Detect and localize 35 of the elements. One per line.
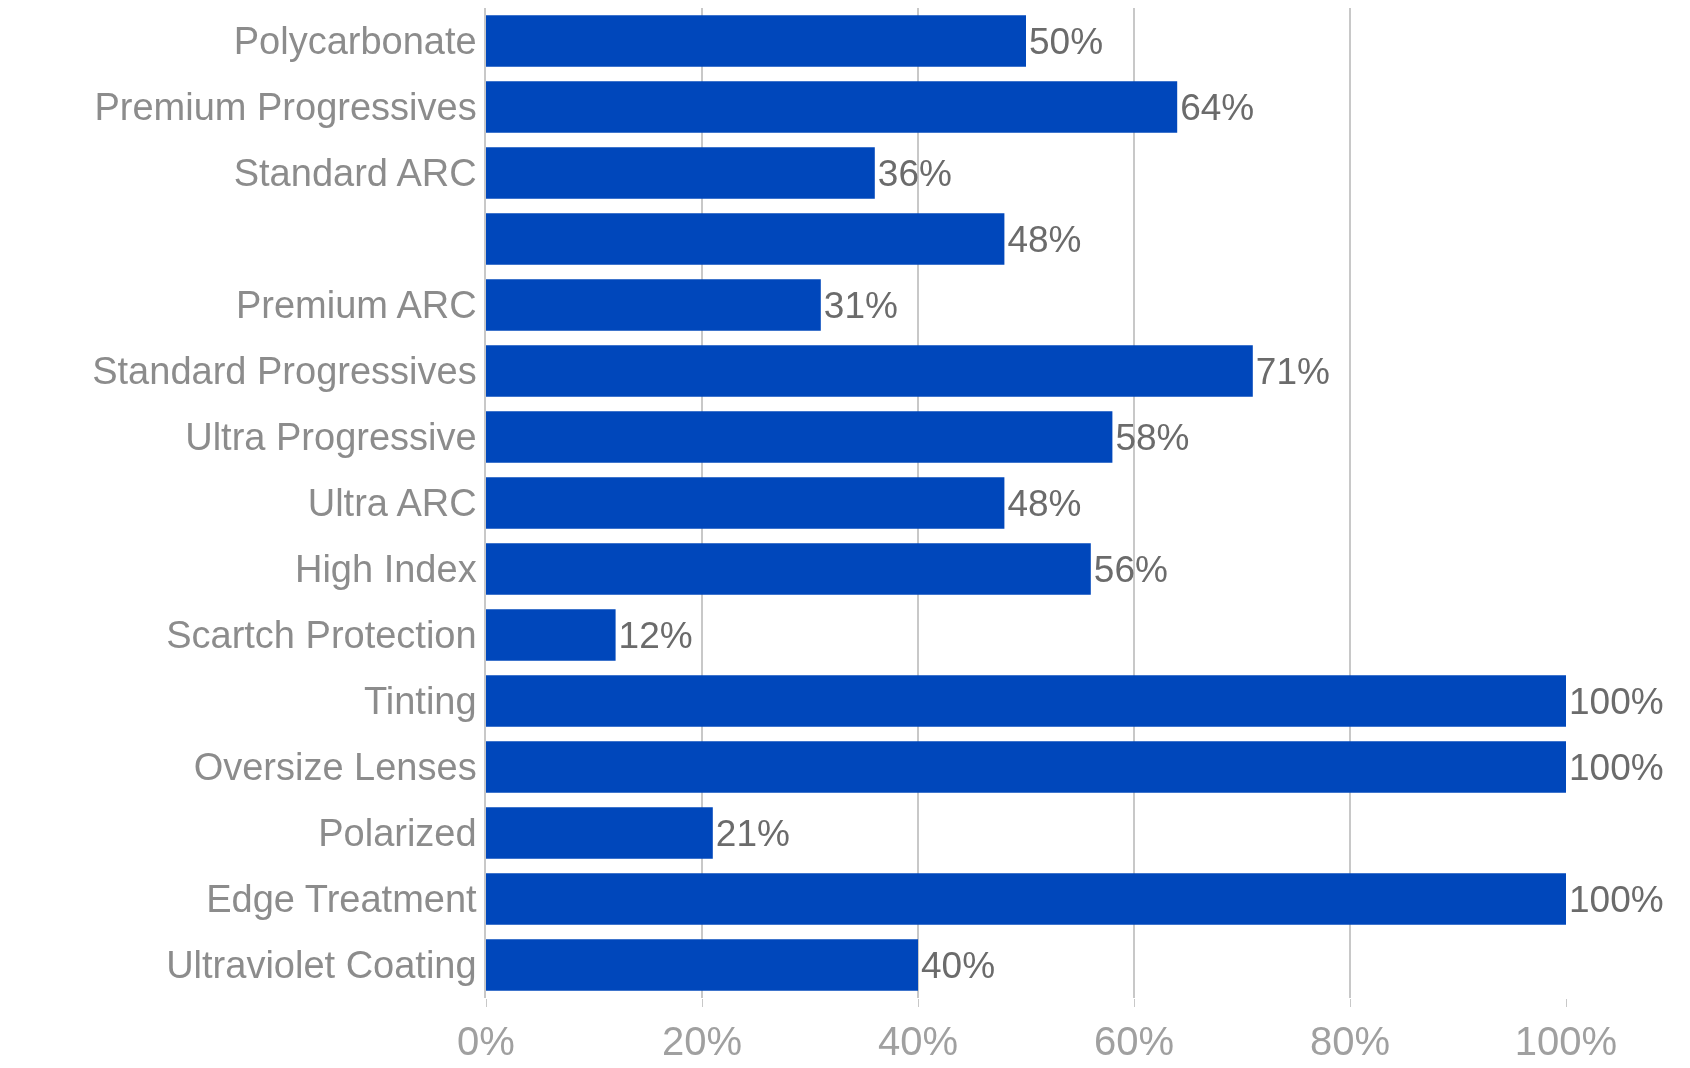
data-label: 58% [1115,416,1190,458]
data-label: 40% [921,944,996,986]
y-tick-label: Ultraviolet Coating [166,944,477,987]
data-label: 100% [1569,878,1664,920]
data-label: 56% [1093,548,1168,590]
data-label: 71% [1255,350,1330,392]
data-label: 21% [715,812,790,854]
x-tick-label: 80% [1309,1019,1391,1063]
y-tick-label: Oversize Lenses [193,746,477,789]
y-tick-label: Ultra Progressive [185,416,477,459]
data-label: 36% [877,152,952,194]
y-tick-label: Edge Treatment [206,878,478,921]
x-tick-label: 0% [457,1019,515,1063]
y-tick-label: Scartch Protection [166,614,477,657]
y-tick-label: Standard ARC [233,152,477,195]
y-tick-label: Tinting [363,680,477,723]
data-label: 64% [1180,86,1255,128]
y-tick-label: Polycarbonate [233,20,477,63]
data-label: 31% [823,284,898,326]
x-tick-label: 20% [661,1019,743,1063]
y-tick-label: Ultra ARC [307,482,477,525]
y-tick-label: Premium Progressives [94,86,477,129]
x-tick-label: 40% [877,1019,959,1063]
data-label: 48% [1007,218,1082,260]
y-tick-label: Premium ARC [235,284,477,327]
data-label: 12% [618,614,693,656]
y-tick-label: High Index [294,548,477,591]
y-tick-label: Polarized [318,812,477,855]
data-label: 48% [1007,482,1082,524]
x-tick-label: 100% [1514,1019,1618,1063]
data-label: 50% [1029,20,1104,62]
data-label: 100% [1569,746,1664,788]
data-label: 100% [1569,680,1664,722]
y-tick-label: Standard Progressives [92,350,477,393]
x-tick-label: 60% [1093,1019,1175,1063]
